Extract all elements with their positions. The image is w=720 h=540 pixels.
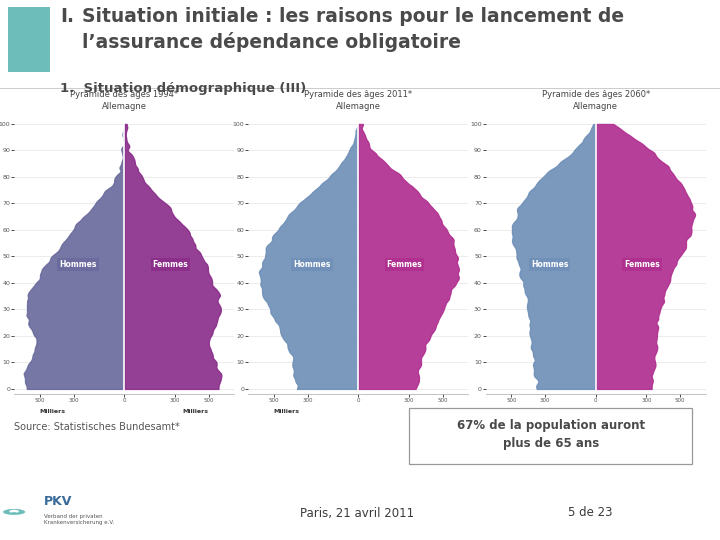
Text: I.: I. — [60, 7, 74, 26]
Text: Hommes: Hommes — [293, 260, 330, 269]
Text: Source: Statistisches Bundesamt*: Source: Statistisches Bundesamt* — [14, 422, 180, 433]
Text: Milliers: Milliers — [511, 409, 537, 414]
Text: Hommes: Hommes — [531, 260, 568, 269]
Text: Verband der privaten
Krankenversicherung e.V.: Verband der privaten Krankenversicherung… — [45, 514, 114, 525]
FancyBboxPatch shape — [409, 408, 693, 464]
Text: Milliers: Milliers — [40, 409, 66, 414]
Text: Paris, 21 avril 2011: Paris, 21 avril 2011 — [300, 507, 414, 519]
Text: Situation initiale : les raisons pour le lancement de
l’assurance dépendance obl: Situation initiale : les raisons pour le… — [82, 7, 624, 52]
Text: 67% de la population auront
plus de 65 ans: 67% de la population auront plus de 65 a… — [456, 419, 645, 450]
Title: Pyramide des âges 2060*
Allemagne: Pyramide des âges 2060* Allemagne — [541, 90, 650, 111]
Text: Hommes: Hommes — [59, 260, 96, 269]
Text: Femmes: Femmes — [153, 260, 188, 269]
Circle shape — [11, 510, 18, 512]
Bar — [8, 7, 50, 72]
Text: 5 de 23: 5 de 23 — [568, 507, 613, 519]
Text: Milliers: Milliers — [654, 409, 680, 414]
Circle shape — [3, 509, 25, 515]
Text: PKV: PKV — [45, 495, 73, 508]
Text: Milliers: Milliers — [274, 409, 300, 414]
Title: Pyramide des âges 1994*
Allemagne: Pyramide des âges 1994* Allemagne — [70, 90, 179, 111]
Text: Femmes: Femmes — [387, 260, 422, 269]
Text: 1.  Situation démographique (III): 1. Situation démographique (III) — [60, 82, 306, 95]
Text: Milliers: Milliers — [417, 409, 443, 414]
Text: Femmes: Femmes — [624, 260, 660, 269]
Text: Milliers: Milliers — [183, 409, 209, 414]
Title: Pyramide des âges 2011*
Allemagne: Pyramide des âges 2011* Allemagne — [304, 90, 413, 111]
